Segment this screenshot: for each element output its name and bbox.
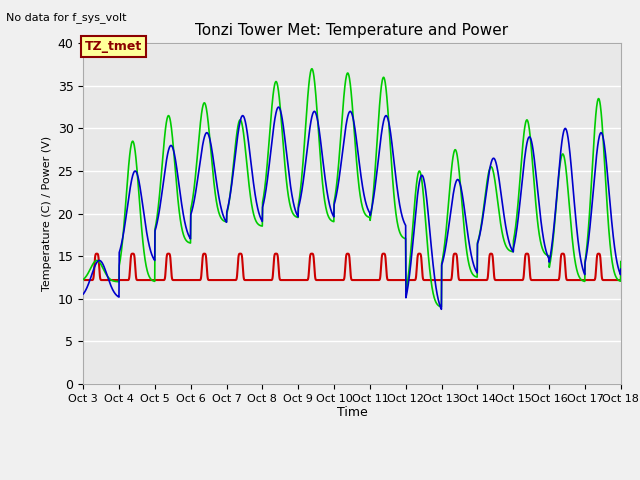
Y-axis label: Temperature (C) / Power (V): Temperature (C) / Power (V) — [42, 136, 52, 291]
Air T — [503, 230, 511, 236]
Panel T — [438, 304, 445, 310]
Air T — [327, 206, 335, 212]
Air T — [602, 151, 609, 157]
Panel T — [79, 276, 87, 282]
Air T — [617, 266, 625, 272]
Battery V — [602, 277, 609, 283]
Panel T — [308, 66, 316, 72]
Panel T — [503, 245, 511, 251]
Text: No data for f_sys_volt: No data for f_sys_volt — [6, 12, 127, 23]
Battery V — [602, 277, 609, 283]
X-axis label: Time: Time — [337, 407, 367, 420]
Text: TZ_tmet: TZ_tmet — [85, 40, 142, 53]
Panel T — [327, 217, 335, 223]
Battery V — [617, 277, 625, 283]
Line: Battery V: Battery V — [83, 253, 621, 280]
Battery V — [79, 277, 87, 283]
Air T — [341, 130, 349, 136]
Battery V — [327, 277, 335, 283]
Line: Panel T: Panel T — [83, 69, 621, 307]
Air T — [438, 306, 445, 312]
Battery V — [129, 251, 136, 256]
Panel T — [341, 84, 349, 89]
Battery V — [503, 277, 511, 283]
Battery V — [107, 277, 115, 283]
Line: Air T: Air T — [83, 107, 621, 309]
Battery V — [341, 270, 349, 276]
Air T — [602, 154, 609, 159]
Panel T — [602, 180, 609, 186]
Air T — [79, 291, 87, 297]
Title: Tonzi Tower Met: Temperature and Power: Tonzi Tower Met: Temperature and Power — [195, 23, 509, 38]
Panel T — [107, 277, 115, 283]
Panel T — [602, 175, 609, 181]
Air T — [275, 104, 282, 110]
Air T — [107, 282, 115, 288]
Panel T — [617, 259, 625, 264]
